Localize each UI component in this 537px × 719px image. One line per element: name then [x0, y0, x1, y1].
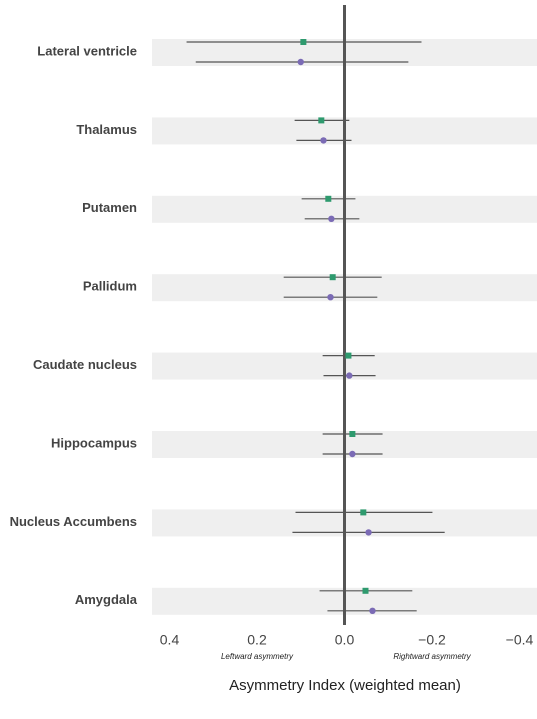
point: [325, 195, 332, 202]
point: [349, 431, 356, 437]
point: [360, 509, 367, 516]
point: [327, 294, 334, 301]
x-tick-label: 0.0: [335, 632, 355, 648]
category-label: Lateral ventricle: [37, 43, 137, 58]
annotation: Rightward asymmetry: [393, 652, 471, 661]
category-label: Nucleus Accumbens: [10, 514, 137, 529]
point: [349, 450, 356, 458]
category-label: Amygdala: [75, 592, 138, 607]
x-tick-label: −0.2: [418, 632, 446, 648]
point: [318, 117, 325, 124]
point: [328, 215, 335, 222]
annotation: Leftward asymmetry: [221, 652, 294, 661]
x-tick-label: −0.4: [506, 632, 534, 648]
category-label: Caudate nucleus: [33, 357, 137, 372]
category-label: Putamen: [82, 200, 137, 215]
point: [329, 274, 336, 281]
x-tick-label: 0.4: [160, 632, 180, 648]
point: [365, 529, 372, 536]
x-axis-title: Asymmetry Index (weighted mean): [229, 677, 461, 694]
category-label: Hippocampus: [51, 435, 137, 450]
category-label: Thalamus: [76, 122, 137, 137]
point: [362, 587, 369, 594]
point: [345, 352, 352, 359]
point: [369, 607, 376, 614]
point: [320, 137, 327, 144]
point: [300, 39, 307, 45]
category-label: Pallidum: [83, 279, 137, 294]
point: [346, 372, 353, 379]
point: [297, 58, 304, 66]
x-tick-label: 0.2: [247, 632, 267, 648]
